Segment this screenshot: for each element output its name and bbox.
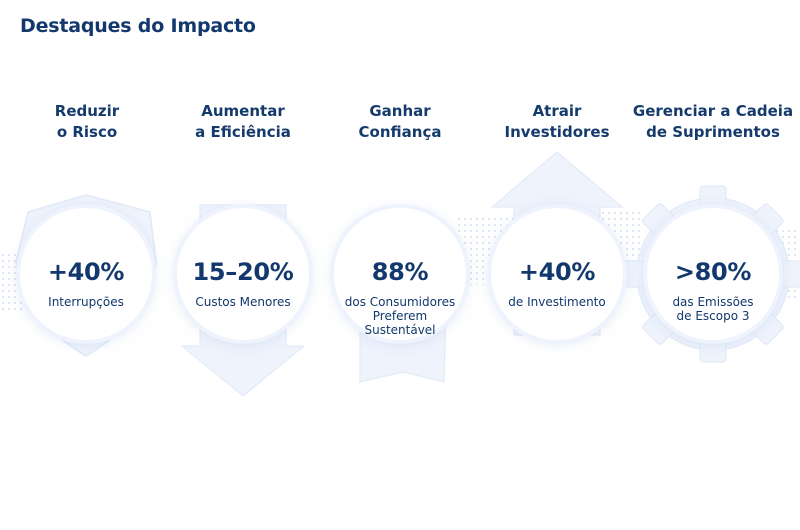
column-title-efficiency: Aumentar a Eficiência xyxy=(195,102,291,141)
stat-value: >80% xyxy=(674,258,752,286)
stat-description: de Investimento xyxy=(508,295,606,309)
stat-circle xyxy=(334,208,466,340)
column-title-supply-chain: Gerenciar a Cadeia de Suprimentos xyxy=(632,102,794,141)
column-title-reduce-risk: Reduzir o Risco xyxy=(54,102,120,141)
column-title-trust: Ganhar Confiança xyxy=(358,102,442,141)
stat-description: dos Consumidores Preferem Sustentável xyxy=(344,295,456,337)
stat-value: +40% xyxy=(518,258,596,286)
stat-circle xyxy=(647,208,779,340)
stat-value: +40% xyxy=(47,258,125,286)
stat-description: Interrupções xyxy=(48,295,124,309)
column-title-investors: Atrair Investidores xyxy=(504,102,610,141)
stat-circle xyxy=(491,208,623,340)
stat-value: 15–20% xyxy=(192,258,294,286)
stat-description: Custos Menores xyxy=(195,295,291,309)
stat-description: das Emissões de Escopo 3 xyxy=(672,295,754,323)
stat-circle xyxy=(177,208,309,340)
stat-value: 88% xyxy=(371,258,429,286)
stat-circle xyxy=(20,208,152,340)
page-title: Destaques do Impacto xyxy=(20,15,256,37)
